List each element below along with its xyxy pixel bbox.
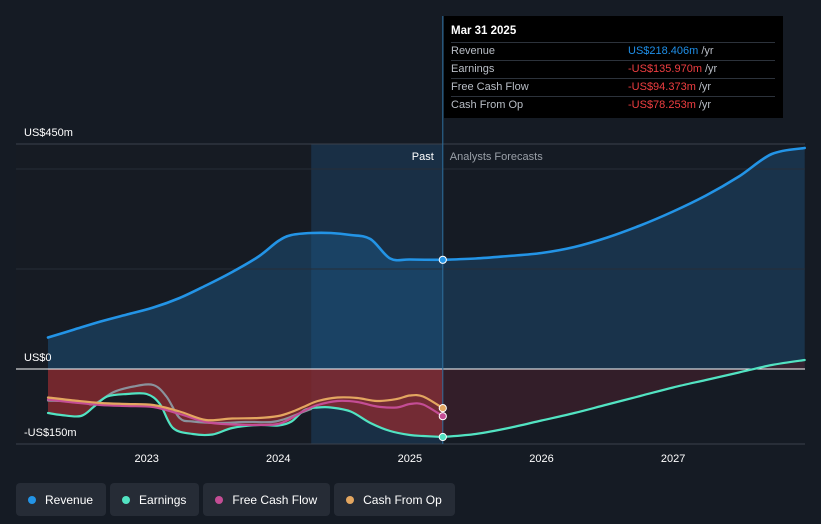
revenue-line [46, 231, 445, 339]
legend-label: Free Cash Flow [232, 492, 318, 507]
cash-from-op-line [46, 393, 444, 422]
y-tick-label-0: US$0 [24, 352, 52, 364]
past-label: Past [412, 151, 434, 163]
earnings-forecast-area [442, 360, 805, 437]
free-cash-flow-marker [438, 412, 447, 421]
cash-from-op-dot-icon [346, 495, 355, 504]
tooltip-row-cash-from-op: Cash From Op -US$78.253m /yr [451, 96, 775, 114]
y-tick-label-minus-150: -US$150m [24, 427, 77, 439]
revenue-area [48, 232, 443, 369]
tooltip-row-free-cash-flow: Free Cash Flow -US$94.373m /yr [451, 78, 775, 96]
earnings-area [48, 369, 443, 437]
tooltip-unit: /yr [701, 45, 714, 57]
tooltip-label: Earnings [451, 63, 495, 75]
earnings-dot-icon [122, 495, 131, 504]
forecast-label: Analysts Forecasts [450, 151, 543, 163]
legend-item-revenue[interactable]: Revenue [16, 483, 107, 516]
tooltip-label: Free Cash Flow [451, 81, 529, 93]
revenue-forecast-line [441, 146, 806, 262]
legend-item-earnings[interactable]: Earnings [110, 483, 200, 516]
legend-label: Earnings [139, 492, 187, 507]
tooltip-date: Mar 31 2025 [451, 25, 517, 37]
earnings-forecast-line [441, 358, 806, 439]
tooltip-value: -US$135.970m [628, 63, 702, 75]
revenue-marker [438, 255, 447, 264]
revenue-forecast-area [442, 148, 805, 369]
tooltip-row-earnings: Earnings -US$135.970m /yr [451, 60, 775, 78]
free-cash-flow-dot-icon [215, 495, 224, 504]
y-tick-label-450: US$450m [24, 127, 73, 139]
x-tick-label-2027: 2027 [661, 453, 685, 465]
tooltip-unit: /yr [705, 63, 718, 75]
revenue-dot-icon [28, 495, 36, 504]
tooltip-value: -US$94.373m [628, 81, 696, 93]
legend-item-free-cash-flow[interactable]: Free Cash Flow [203, 483, 331, 516]
tooltip-label: Revenue [451, 45, 496, 57]
legend-item-cash-from-op[interactable]: Cash From Op [334, 483, 455, 516]
free-cash-flow-line [46, 398, 444, 427]
tooltip-label: Cash From Op [451, 99, 524, 111]
cash-from-op-marker [438, 404, 447, 413]
chart-legend: Revenue Earnings Free Cash Flow Cash Fro… [16, 483, 455, 516]
legend-label: Revenue [45, 492, 94, 507]
x-tick-label-2024: 2024 [266, 453, 290, 465]
tooltip-unit: /yr [698, 99, 712, 111]
tooltip-value: US$218.406m [628, 45, 699, 57]
x-tick-label-2026: 2026 [529, 453, 553, 465]
tooltip-unit: /yr [698, 81, 712, 93]
tooltip-row-revenue: Revenue US$218.406m /yr [451, 42, 775, 60]
legend-label: Cash From Op [363, 492, 442, 507]
x-tick-label-2025: 2025 [398, 453, 422, 465]
data-tooltip: Mar 31 2025 Revenue US$218.406m /yr Earn… [444, 16, 783, 118]
tooltip-value: -US$78.253m [628, 99, 696, 111]
earnings-marker [438, 432, 447, 442]
x-tick-label-2023: 2023 [134, 453, 158, 465]
